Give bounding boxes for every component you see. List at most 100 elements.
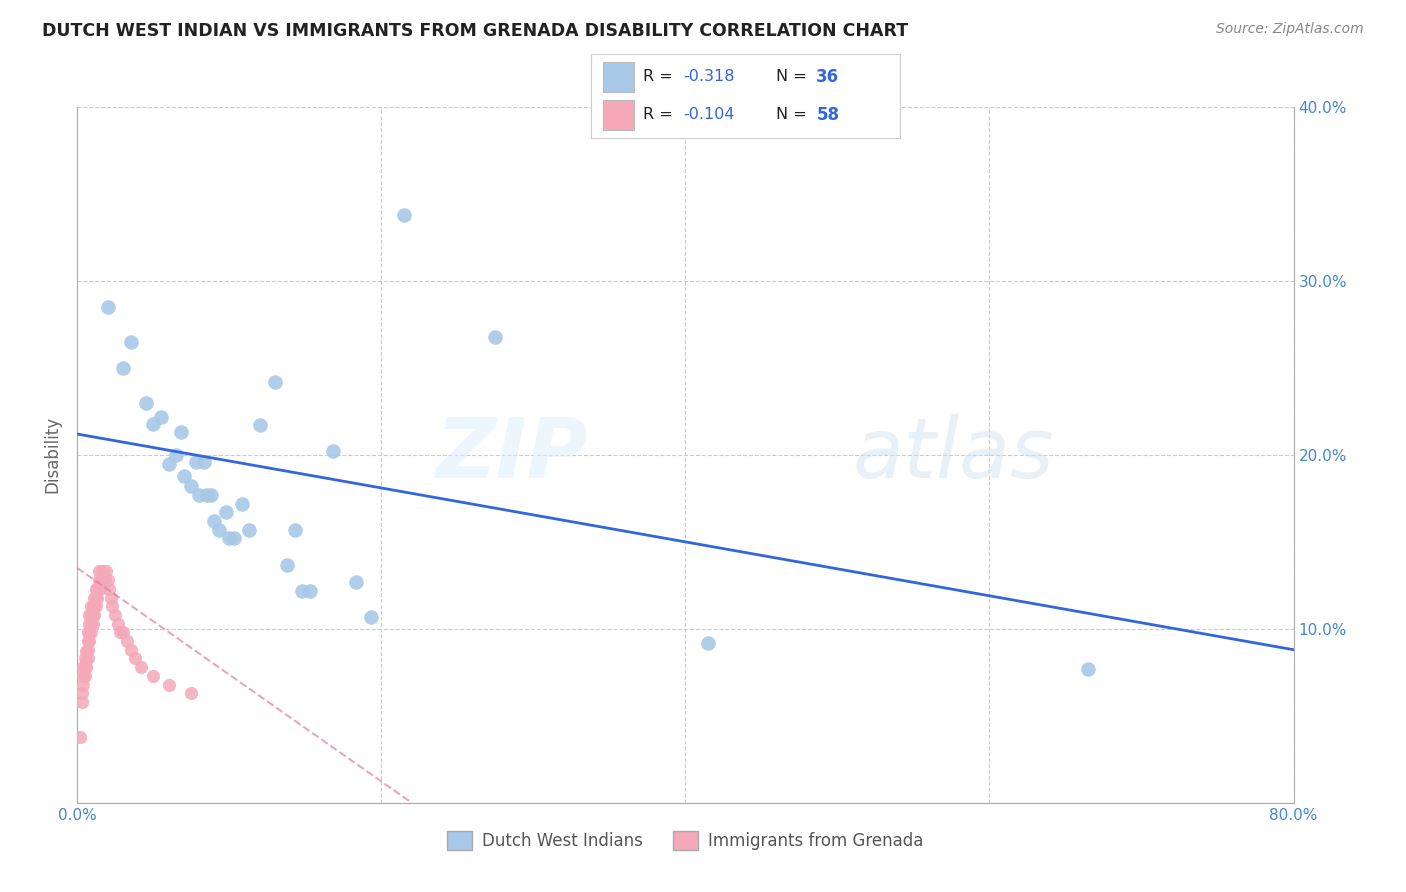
Legend: Dutch West Indians, Immigrants from Grenada: Dutch West Indians, Immigrants from Gren… xyxy=(440,824,931,857)
Point xyxy=(73,651,96,665)
Point xyxy=(284,523,307,537)
Text: 58: 58 xyxy=(817,106,839,124)
Point xyxy=(86,591,108,605)
Point xyxy=(90,565,112,579)
Point xyxy=(79,607,101,622)
Point xyxy=(173,468,195,483)
Point xyxy=(180,479,202,493)
Point xyxy=(77,651,100,665)
Point xyxy=(73,660,96,674)
Point xyxy=(77,642,100,657)
Point xyxy=(157,457,180,471)
Point xyxy=(484,329,506,343)
Point xyxy=(80,625,103,640)
Point xyxy=(111,360,134,375)
Point xyxy=(135,396,157,410)
Point xyxy=(77,634,100,648)
Point xyxy=(82,607,104,622)
Point xyxy=(120,334,142,349)
Point xyxy=(165,448,187,462)
Point xyxy=(79,616,101,631)
Point xyxy=(129,660,152,674)
Point xyxy=(80,616,103,631)
Text: -0.318: -0.318 xyxy=(683,70,735,85)
Point xyxy=(142,669,165,683)
Point xyxy=(108,625,131,640)
Point xyxy=(72,677,94,691)
Point xyxy=(117,634,139,648)
Point xyxy=(392,208,415,222)
Point xyxy=(87,573,110,587)
Point xyxy=(89,582,111,596)
Point xyxy=(93,573,115,587)
Y-axis label: Disability: Disability xyxy=(44,417,62,493)
Point xyxy=(193,455,215,469)
Point xyxy=(87,565,110,579)
Text: DUTCH WEST INDIAN VS IMMIGRANTS FROM GRENADA DISABILITY CORRELATION CHART: DUTCH WEST INDIAN VS IMMIGRANTS FROM GRE… xyxy=(42,22,908,40)
Point xyxy=(100,591,122,605)
Text: -0.104: -0.104 xyxy=(683,107,735,122)
Point xyxy=(72,669,94,683)
Point xyxy=(107,616,129,631)
FancyBboxPatch shape xyxy=(603,62,634,92)
Point xyxy=(84,582,107,596)
Point xyxy=(70,695,93,709)
Point xyxy=(238,523,260,537)
Point xyxy=(184,455,207,469)
Point xyxy=(200,488,222,502)
Point xyxy=(72,660,94,674)
Point xyxy=(86,582,108,596)
Point xyxy=(89,573,111,587)
Point xyxy=(170,425,193,440)
Point xyxy=(231,497,253,511)
Point xyxy=(344,574,367,589)
Point xyxy=(142,417,165,431)
Point xyxy=(291,583,314,598)
Point xyxy=(697,636,720,650)
Point xyxy=(83,599,105,614)
Point xyxy=(218,532,240,546)
Point xyxy=(276,558,298,572)
Point xyxy=(101,599,124,614)
Point xyxy=(75,660,97,674)
Text: atlas: atlas xyxy=(852,415,1054,495)
Point xyxy=(84,591,107,605)
Point xyxy=(149,409,172,424)
Point xyxy=(202,514,225,528)
Point xyxy=(70,686,93,700)
Point xyxy=(215,505,238,519)
Point xyxy=(82,616,104,631)
Point xyxy=(83,591,105,605)
Point xyxy=(80,599,103,614)
Point xyxy=(79,625,101,640)
FancyBboxPatch shape xyxy=(603,100,634,130)
Point xyxy=(84,599,107,614)
Text: ZIP: ZIP xyxy=(436,415,588,495)
Text: N =: N = xyxy=(776,107,813,122)
Point xyxy=(79,634,101,648)
Point xyxy=(124,651,146,665)
Text: R =: R = xyxy=(643,107,678,122)
Point xyxy=(208,523,231,537)
Point xyxy=(80,607,103,622)
Point xyxy=(83,607,105,622)
Point xyxy=(222,532,245,546)
Point xyxy=(98,582,121,596)
Point xyxy=(104,607,127,622)
Point xyxy=(97,300,120,314)
Point xyxy=(322,444,344,458)
Point xyxy=(360,609,382,624)
Text: N =: N = xyxy=(776,70,813,85)
Text: 36: 36 xyxy=(817,68,839,86)
Point xyxy=(77,625,100,640)
Point xyxy=(298,583,321,598)
Point xyxy=(111,625,134,640)
Point xyxy=(75,644,97,658)
Point xyxy=(96,565,118,579)
Point xyxy=(120,642,142,657)
Point xyxy=(195,488,218,502)
Point xyxy=(69,730,91,744)
Point xyxy=(188,488,211,502)
Point xyxy=(91,565,114,579)
Point xyxy=(157,677,180,691)
